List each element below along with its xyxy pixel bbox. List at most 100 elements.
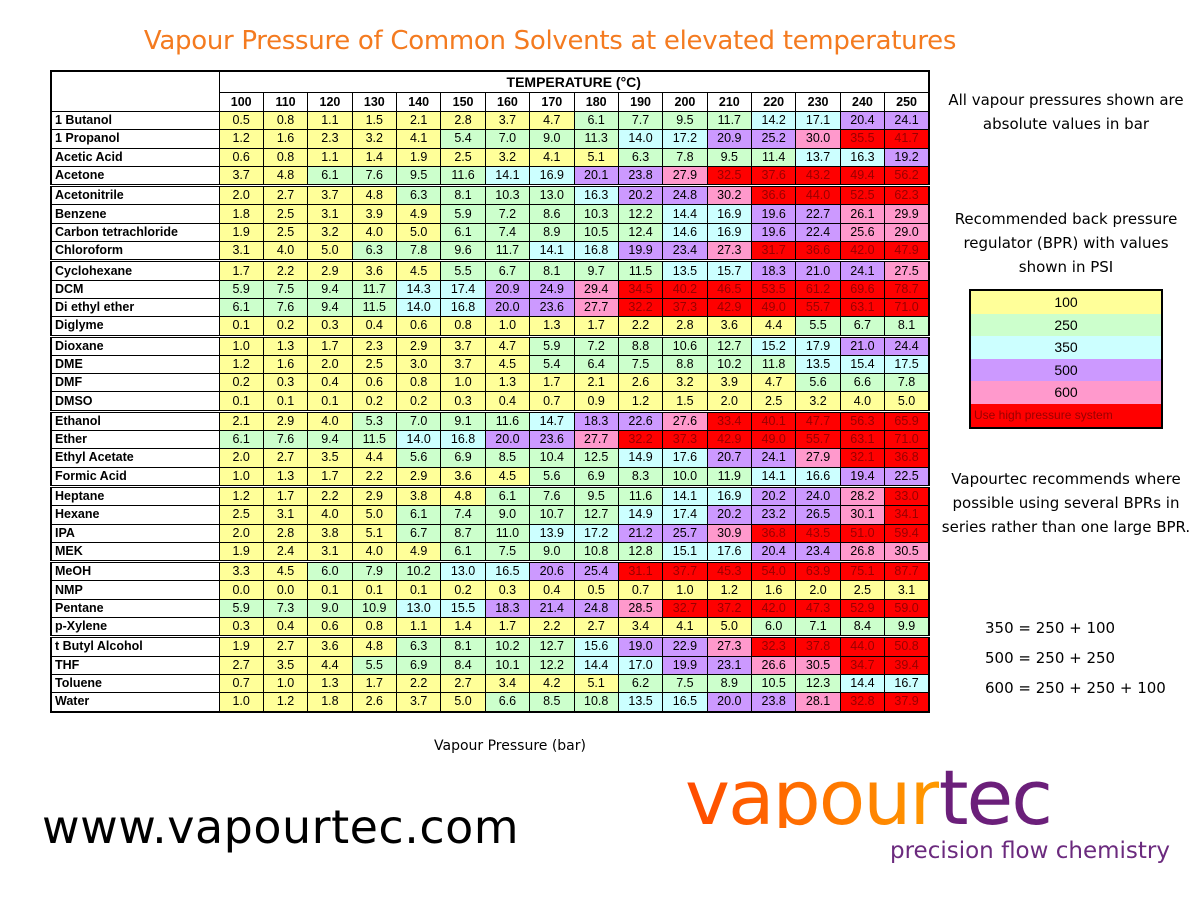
pressure-cell: 25.7 [662,523,708,543]
pressure-cell: 23.2 [750,505,797,525]
pressure-cell: 13.9 [529,523,575,543]
pressure-cell: 55.7 [795,430,841,450]
pressure-cell: 22.7 [795,204,841,224]
pressure-cell: 2.2 [529,617,575,638]
pressure-cell: 2.7 [262,448,309,468]
pressure-cell: 4.0 [307,505,353,525]
pressure-cell: 19.4 [839,466,886,487]
pressure-cell: 0.8 [262,110,309,131]
pressure-cell: 8.6 [529,204,575,224]
bpr-note: Recommended back pressure regulator (BPR… [954,210,1178,276]
pressure-cell: 9.5 [706,147,753,167]
pressure-cell: 8.4 [839,617,886,638]
website-url[interactable]: www.vapourtec.com [42,800,520,854]
pressure-cell: 3.1 [307,541,353,563]
pressure-cell: 62.3 [884,184,930,206]
pressure-cell: 9.0 [529,541,575,563]
pressure-cell: 3.1 [218,241,264,262]
pressure-cell: 9.9 [884,617,930,638]
pressure-cell: 40.1 [750,409,797,432]
solvent-name: DME [50,354,220,375]
pressure-cell: 11.5 [351,430,398,450]
pressure-cell: 1.7 [351,673,398,694]
pressure-cell: 1.7 [307,466,353,487]
pressure-cell: 65.9 [884,409,930,432]
pressure-cell: 3.2 [307,222,353,243]
pressure-cell: 1.2 [262,692,309,712]
solvent-name: Acetic Acid [50,147,220,167]
pressure-cell: 10.5 [750,673,797,694]
pressure-cell: 20.0 [484,430,531,450]
pressure-cell: 52.9 [839,598,886,619]
pressure-cell: 4.1 [662,617,708,638]
pressure-cell: 26.5 [795,505,841,525]
pressure-cell: 7.8 [395,241,442,262]
pressure-cell: 14.6 [662,222,708,243]
pressure-cell: 2.4 [262,541,309,563]
pressure-cell: 4.7 [750,373,797,393]
pressure-cell: 6.0 [750,617,797,638]
pressure-cell: 23.4 [795,541,841,563]
pressure-cell: 3.2 [662,373,708,393]
pressure-cell: 27.3 [706,241,753,262]
solvent-name: MeOH [50,560,220,582]
pressure-cell: 14.4 [662,204,708,224]
pressure-cell: 24.0 [795,484,841,507]
pressure-cell: 11.6 [484,409,531,432]
pressure-cell: 7.6 [262,430,309,450]
pressure-cell: 36.8 [750,523,797,543]
pressure-cell: 2.2 [395,673,442,694]
pressure-cell: 25.4 [573,560,619,582]
pressure-cell: 7.5 [262,279,309,299]
pressure-cell: 0.2 [440,580,486,600]
solvent-name: Ethyl Acetate [50,448,220,468]
pressure-cell: 30.2 [706,184,753,206]
table-row: IPA 2.0 2.8 3.8 5.1 6.7 8.7 11.0 13.9 17.2 21.2 25.… [50,523,930,543]
pressure-cell: 11.7 [484,241,531,262]
pressure-cell: 3.7 [395,692,442,712]
equation-500: 500 = 250 + 250 [985,649,1116,667]
pressure-cell: 10.4 [529,448,575,468]
table-row: Ether 6.1 7.6 9.4 11.5 14.0 16.8 20.0 23.6 27.7 32… [50,430,930,450]
pressure-cell: 2.5 [750,391,797,412]
pressure-cell: 37.6 [750,165,797,187]
pressure-cell: 30.1 [839,505,886,525]
pressure-cell: 10.8 [573,541,619,563]
pressure-cell: 56.2 [884,165,930,187]
pressure-cell: 4.9 [395,204,442,224]
table-row: MEK 1.9 2.4 3.1 4.0 4.9 6.1 7.5 9.0 10.8 12.8 15.1 1… [50,541,930,563]
pressure-cell: 1.0 [440,373,486,393]
pressure-cell: 22.6 [617,409,664,432]
pressure-cell: 6.1 [218,297,264,318]
pressure-cell: 10.1 [484,655,531,675]
temperature-header-210: 210 [706,92,753,112]
pressure-cell: 27.7 [573,430,619,450]
pressure-cell: 2.7 [262,184,309,206]
pressure-cell: 2.0 [307,354,353,375]
pressure-cell: 5.4 [440,129,486,149]
table-row: Acetonitrile 2.0 2.7 3.7 4.8 6.3 8.1 10.3 13.0 16… [50,184,930,206]
table-row: Di ethyl ether 6.1 7.6 9.4 11.5 14.0 16.8 20.0 2… [50,297,930,318]
pressure-cell: 9.6 [440,241,486,262]
pressure-cell: 12.7 [529,635,575,657]
pressure-cell: 1.4 [440,617,486,638]
solvent-name: Acetone [50,165,220,187]
pressure-cell: 6.3 [395,635,442,657]
pressure-cell: 4.0 [839,391,886,412]
temperature-header-row: TEMPERATURE (°C) [50,70,930,93]
pressure-cell: 24.1 [750,448,797,468]
temperature-header-150: 150 [440,92,486,112]
pressure-cell: 8.5 [529,692,575,712]
pressure-cell: 2.6 [617,373,664,393]
pressure-cell: 7.5 [617,354,664,375]
solvent-name: p-Xylene [50,617,220,638]
solvent-name: Diglyme [50,316,220,337]
pressure-cell: 6.7 [839,316,886,337]
pressure-cell: 23.4 [662,241,708,262]
pressure-cell: 22.9 [662,635,708,657]
pressure-cell: 7.4 [440,505,486,525]
pressure-cell: 5.3 [351,409,398,432]
pressure-cell: 42.9 [706,430,753,450]
pressure-cell: 21.0 [839,334,886,356]
table-row: Benzene 1.8 2.5 3.1 3.9 4.9 5.9 7.2 8.6 10.3 12.2 1… [50,204,930,224]
